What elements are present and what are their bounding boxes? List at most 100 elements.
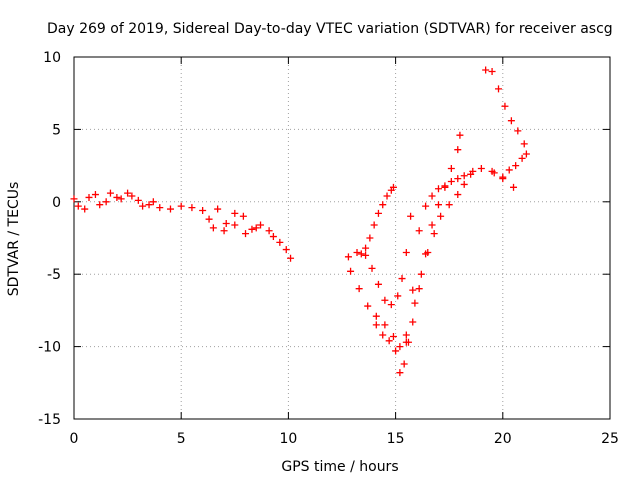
data-point xyxy=(145,201,153,209)
data-point xyxy=(398,275,406,283)
data-point xyxy=(383,192,391,200)
data-point xyxy=(379,201,387,209)
data-point xyxy=(81,205,89,213)
data-point xyxy=(362,251,370,259)
x-axis-label: GPS time / hours xyxy=(281,459,398,475)
data-point xyxy=(507,117,515,125)
series-arc-5 xyxy=(269,233,295,262)
data-point xyxy=(374,209,382,217)
data-point xyxy=(409,286,417,294)
data-point xyxy=(404,338,412,346)
data-point xyxy=(477,164,485,172)
data-point xyxy=(407,212,415,220)
series-arc-3 xyxy=(205,205,273,235)
plot-frame xyxy=(73,56,611,420)
tick-marks xyxy=(73,56,611,420)
data-point xyxy=(415,285,423,293)
data-point xyxy=(445,201,453,209)
grid-lines xyxy=(74,57,610,419)
data-point xyxy=(499,175,507,183)
data-point xyxy=(347,267,355,275)
data-point xyxy=(469,167,477,175)
series-arc-7 xyxy=(357,183,397,258)
x-tick-label: 15 xyxy=(387,431,405,447)
y-tick-label: -15 xyxy=(38,412,61,428)
data-point xyxy=(454,191,462,199)
data-point xyxy=(113,193,121,201)
data-point xyxy=(409,318,417,326)
data-point xyxy=(482,66,490,74)
data-point xyxy=(366,234,374,242)
data-point xyxy=(166,205,174,213)
data-point xyxy=(447,164,455,172)
data-point xyxy=(514,127,522,135)
data-point xyxy=(276,238,284,246)
data-point xyxy=(85,193,93,201)
data-point xyxy=(422,202,430,210)
data-point xyxy=(402,331,410,339)
series-arc-4 xyxy=(209,221,260,238)
data-point xyxy=(188,204,196,212)
data-point xyxy=(252,224,260,232)
data-point xyxy=(454,175,462,183)
data-point xyxy=(265,227,273,235)
data-point xyxy=(394,292,402,300)
y-tick-label: -5 xyxy=(47,267,61,283)
data-point xyxy=(91,191,99,199)
data-point xyxy=(117,195,125,203)
series-arc-1 xyxy=(70,189,207,214)
data-point xyxy=(102,198,110,206)
data-point xyxy=(411,299,419,307)
data-point xyxy=(372,321,380,329)
data-point xyxy=(379,331,387,339)
x-tick-label: 5 xyxy=(177,431,186,447)
data-point xyxy=(428,221,436,229)
data-point xyxy=(495,85,503,93)
series-arc-12 xyxy=(490,150,530,183)
data-point xyxy=(257,221,265,229)
chart-title: Day 269 of 2019, Sidereal Day-to-day VTE… xyxy=(47,21,613,37)
data-point xyxy=(392,347,400,355)
data-point xyxy=(74,202,82,210)
data-point xyxy=(149,198,157,206)
data-point xyxy=(248,225,256,233)
x-tick-label: 20 xyxy=(494,431,512,447)
data-point xyxy=(220,227,228,235)
data-point xyxy=(353,248,361,256)
data-point xyxy=(434,201,442,209)
data-point xyxy=(282,246,290,254)
x-tick-label: 25 xyxy=(601,431,619,447)
data-point xyxy=(355,285,363,293)
data-point xyxy=(488,67,496,75)
data-point xyxy=(242,230,250,238)
data-point xyxy=(415,227,423,235)
data-point xyxy=(106,189,114,197)
data-point xyxy=(269,233,277,241)
data-point xyxy=(239,212,247,220)
data-point xyxy=(460,172,468,180)
data-point xyxy=(357,250,365,258)
data-point xyxy=(287,254,295,262)
data-point xyxy=(501,102,509,110)
x-tick-labels: 0 5 10 15 20 25 xyxy=(70,431,619,447)
data-point xyxy=(177,202,185,210)
data-point xyxy=(368,264,376,272)
data-point xyxy=(437,212,445,220)
data-point xyxy=(222,220,230,228)
data-point xyxy=(124,189,132,197)
data-point xyxy=(434,185,442,193)
y-tick-label: -10 xyxy=(38,340,61,356)
y-tick-label: 5 xyxy=(52,122,61,138)
data-point xyxy=(424,248,432,256)
data-point xyxy=(505,166,513,174)
data-point xyxy=(372,312,380,320)
series-arc-11 xyxy=(482,66,528,148)
y-axis-label: SDTVAR / TECUs xyxy=(6,182,22,297)
data-point xyxy=(387,301,395,309)
data-point xyxy=(447,178,455,186)
data-point xyxy=(381,296,389,304)
y-tick-label: 0 xyxy=(52,195,61,211)
data-point xyxy=(96,201,104,209)
